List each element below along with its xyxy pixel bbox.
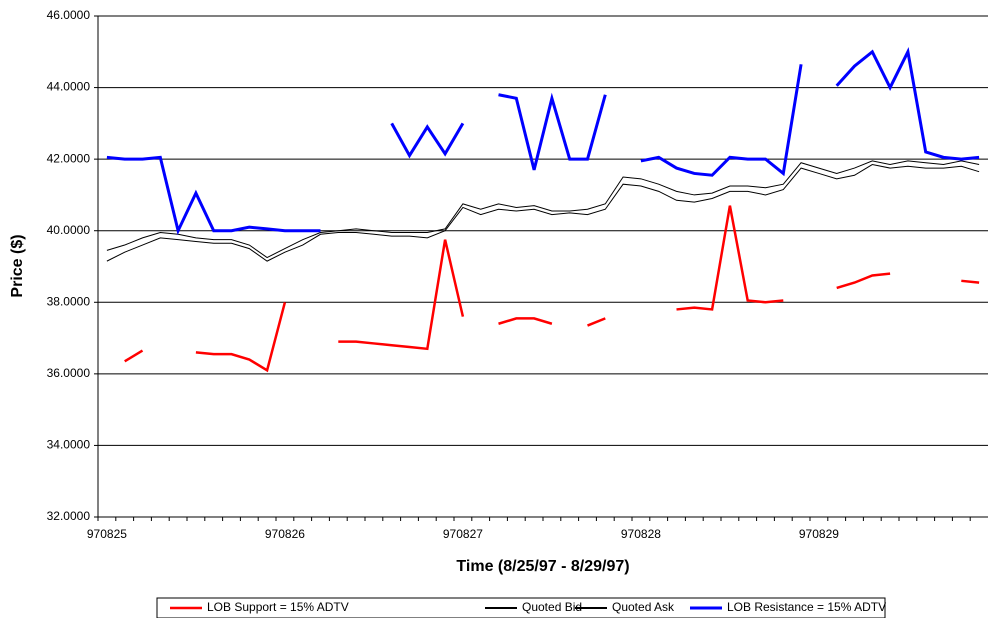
y-tick-label: 38.0000 bbox=[47, 294, 91, 308]
series-line bbox=[124, 349, 144, 363]
x-axis-label: Time (8/25/97 - 8/29/97) bbox=[456, 558, 629, 575]
series-line bbox=[106, 155, 321, 236]
series-line bbox=[640, 64, 803, 177]
legend-label: LOB Support = 15% ADTV bbox=[207, 600, 349, 614]
legend-label: Quoted Ask bbox=[612, 600, 675, 614]
y-tick-label: 46.0000 bbox=[47, 8, 91, 22]
series-line bbox=[676, 205, 784, 311]
y-tick-label: 34.0000 bbox=[47, 438, 91, 452]
legend-box bbox=[156, 597, 886, 618]
y-tick-label: 40.0000 bbox=[47, 223, 91, 237]
series-line bbox=[106, 160, 980, 259]
x-tick-label: 970827 bbox=[443, 527, 483, 541]
series-line bbox=[390, 122, 465, 159]
x-tick-label: 970828 bbox=[621, 527, 661, 541]
series-line bbox=[835, 47, 980, 161]
series-line bbox=[338, 239, 465, 351]
y-tick-label: 36.0000 bbox=[47, 366, 91, 380]
series-line bbox=[498, 317, 553, 325]
legend-label: Quoted Bid bbox=[522, 600, 582, 614]
series-line bbox=[587, 317, 606, 327]
series-line bbox=[961, 279, 980, 284]
x-tick-label: 970829 bbox=[799, 527, 839, 541]
x-tick-label: 970825 bbox=[87, 527, 127, 541]
series-line bbox=[498, 92, 607, 171]
y-axis-label: Price ($) bbox=[9, 234, 26, 297]
series-line bbox=[106, 163, 980, 262]
x-tick-label: 970826 bbox=[265, 527, 305, 541]
y-tick-label: 32.0000 bbox=[47, 509, 91, 523]
series-line bbox=[195, 301, 287, 373]
series-line bbox=[836, 272, 891, 290]
y-tick-label: 42.0000 bbox=[47, 151, 91, 165]
legend-label: LOB Resistance = 15% ADTV bbox=[727, 600, 886, 614]
y-tick-label: 44.0000 bbox=[47, 80, 91, 94]
